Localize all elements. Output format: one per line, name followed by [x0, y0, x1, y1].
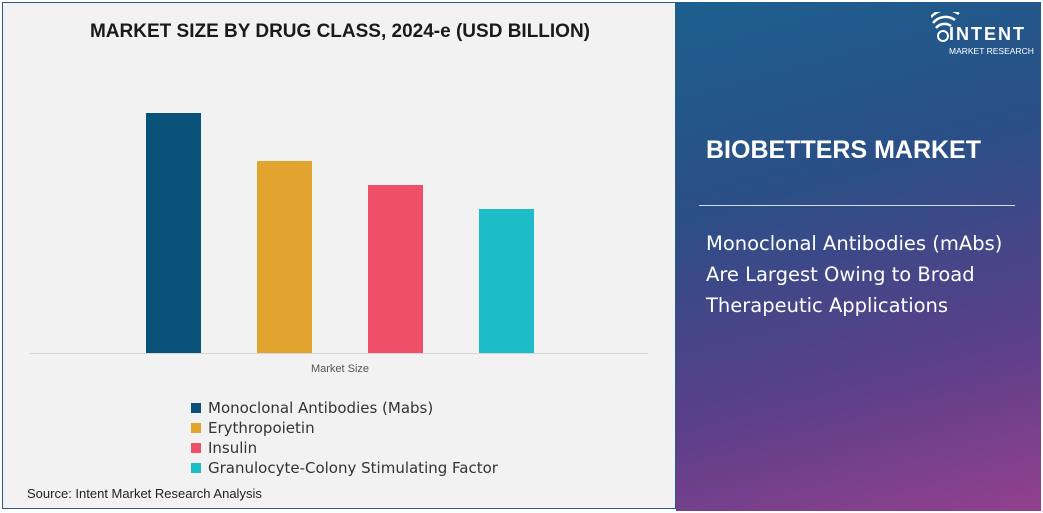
- divider: [699, 205, 1015, 206]
- bar-chart: Market Size: [30, 113, 648, 375]
- bar-granulocyte-colony-stimulating-factor: [479, 209, 534, 353]
- legend-item: Insulin: [191, 438, 498, 458]
- legend-label: Erythropoietin: [208, 419, 315, 437]
- source-note: Source: Intent Market Research Analysis: [27, 486, 262, 501]
- market-title: BIOBETTERS MARKET: [706, 136, 981, 164]
- signal-icon: [931, 12, 960, 42]
- chart-panel: MARKET SIZE BY DRUG CLASS, 2024-e (USD B…: [2, 2, 676, 509]
- legend-swatch: [191, 463, 201, 473]
- legend: Monoclonal Antibodies (Mabs) Erythropoie…: [191, 398, 498, 478]
- legend-item: Erythropoietin: [191, 418, 498, 438]
- logo-subtitle: MARKET RESEARCH: [949, 46, 1034, 56]
- legend-swatch: [191, 423, 201, 433]
- logo: INTENT MARKET RESEARCH: [931, 10, 1036, 60]
- legend-swatch: [191, 443, 201, 453]
- x-tick-label: Market Size: [311, 363, 369, 375]
- legend-label: Granulocyte-Colony Stimulating Factor: [208, 459, 498, 477]
- bar-erythropoietin: [257, 161, 312, 353]
- legend-label: Monoclonal Antibodies (Mabs): [208, 399, 434, 417]
- legend-item: Monoclonal Antibodies (Mabs): [191, 398, 498, 418]
- logo-name: INTENT: [949, 24, 1026, 44]
- bar-monoclonal-antibodies-mabs-: [146, 113, 201, 353]
- side-panel: INTENT MARKET RESEARCH BIOBETTERS MARKET…: [676, 2, 1041, 511]
- chart-title: MARKET SIZE BY DRUG CLASS, 2024-e (USD B…: [89, 21, 591, 42]
- legend-swatch: [191, 403, 201, 413]
- legend-label: Insulin: [208, 439, 258, 457]
- bar-insulin: [368, 185, 423, 353]
- legend-item: Granulocyte-Colony Stimulating Factor: [191, 458, 498, 478]
- market-highlight: Monoclonal Antibodies (mAbs) Are Largest…: [706, 232, 1003, 317]
